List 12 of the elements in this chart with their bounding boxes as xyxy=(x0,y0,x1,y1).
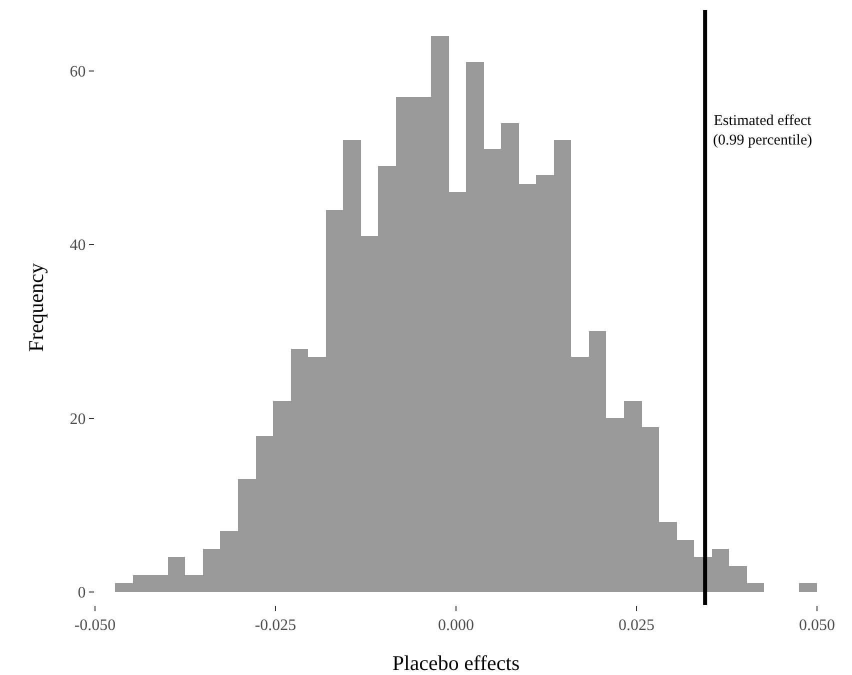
x-tick-label: 0.050 xyxy=(799,617,835,634)
y-tick-label: 0 xyxy=(78,584,86,602)
y-tick-label: 40 xyxy=(70,237,86,254)
ref-line-label: Estimated effect (0.99 percentile) xyxy=(713,113,812,148)
y-tick-label: 60 xyxy=(70,63,86,80)
x-axis-title: Placebo effects xyxy=(392,651,520,675)
x-tick-label: 0.025 xyxy=(618,617,654,634)
y-axis-title: Frequency xyxy=(24,262,48,352)
x-tick-label: 0.000 xyxy=(438,617,474,634)
x-tick-label: -0.025 xyxy=(254,617,296,634)
x-tick-label: -0.050 xyxy=(74,617,116,634)
y-tick-label: 20 xyxy=(70,410,86,428)
